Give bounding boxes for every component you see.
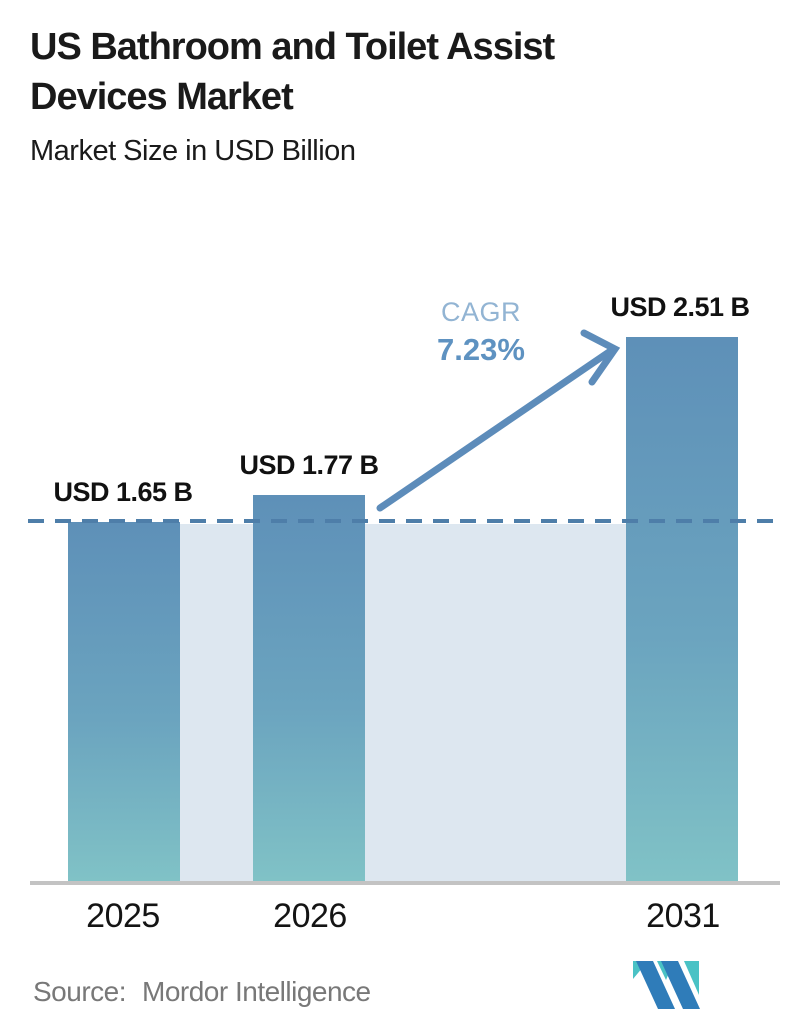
bar-2026: [253, 495, 365, 881]
source-row: Source: Mordor Intelligence: [33, 976, 763, 1008]
x-axis-line: [30, 881, 780, 885]
bar-value-label-2031: USD 2.51 B: [610, 292, 750, 322]
x-tick-2026: 2026: [273, 897, 347, 935]
bar-value-label-2026: USD 1.77 B: [239, 450, 379, 480]
bar-2025: [68, 522, 180, 881]
page-title-line1: US Bathroom and Toilet Assist: [30, 26, 555, 68]
x-tick-2025: 2025: [86, 897, 160, 935]
cagr-value: 7.23%: [437, 332, 525, 367]
x-tick-2031: 2031: [646, 897, 720, 935]
baseline-dashed-line: [28, 519, 783, 523]
bar-value-label-2025: USD 1.65 B: [53, 477, 193, 507]
page-subtitle: Market Size in USD Billion: [30, 135, 356, 167]
chart-header: US Bathroom and Toilet Assist Devices Ma…: [30, 22, 670, 168]
source-label: Source:: [33, 976, 127, 1007]
mordor-intelligence-logo-icon: [633, 961, 700, 1009]
bar-2031: [626, 337, 738, 881]
cagr-label: CAGR: [440, 297, 521, 327]
page-title-line2: Devices Market: [30, 76, 294, 118]
cagr-annotation: CAGR 7.23%: [437, 297, 525, 367]
source-name: Mordor Intelligence: [142, 976, 371, 1007]
